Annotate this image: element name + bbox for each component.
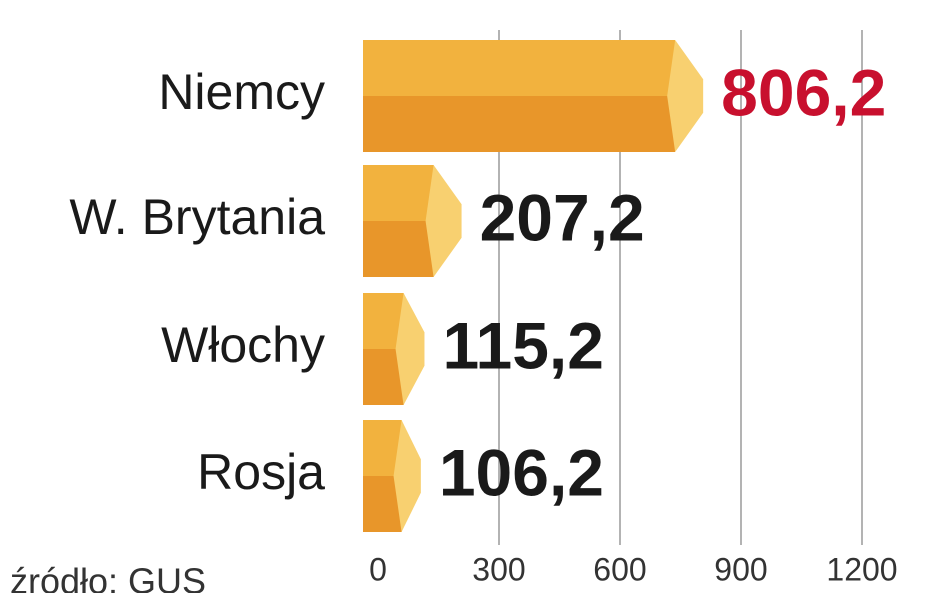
x-tick-label: 1200 — [826, 551, 897, 587]
bar-bottom — [363, 476, 402, 532]
category-label: Niemcy — [158, 64, 325, 120]
value-label: 806,2 — [721, 55, 886, 129]
category-label: Włochy — [161, 317, 325, 373]
source-note: źródło: GUS — [10, 561, 206, 593]
value-label: 115,2 — [442, 308, 604, 382]
bar-top — [363, 420, 402, 476]
bar-cap — [667, 40, 704, 152]
category-label: Rosja — [197, 444, 325, 500]
bar-top — [363, 165, 434, 221]
x-tick-label: 900 — [714, 551, 767, 587]
bar-cap — [395, 293, 425, 405]
bar-top — [363, 40, 676, 96]
bar-bottom — [363, 96, 676, 152]
bar-cap — [425, 165, 462, 277]
value-label: 106,2 — [439, 435, 604, 509]
x-tick-label: 0 — [369, 551, 387, 587]
x-tick-label: 300 — [472, 551, 525, 587]
bar-cap — [393, 420, 421, 532]
category-label: W. Brytania — [69, 189, 325, 245]
value-label: 207,2 — [480, 180, 645, 254]
bar-bottom — [363, 349, 404, 405]
bar-top — [363, 293, 404, 349]
bar-bottom — [363, 221, 434, 277]
x-tick-label: 600 — [593, 551, 646, 587]
